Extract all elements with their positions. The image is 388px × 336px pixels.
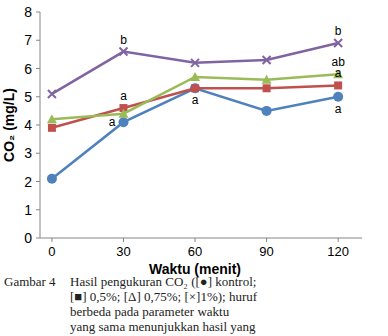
x-tick-label: 60 (188, 244, 202, 259)
x-tick-label: 30 (116, 244, 130, 259)
x-tick (123, 238, 124, 242)
y-tick-label: 4 (24, 117, 32, 133)
chart: 0123456780306090120Waktu (menit)CO₂ (mg/… (0, 0, 388, 336)
marker (191, 84, 199, 92)
annotation: b (335, 24, 342, 38)
x-tick (338, 238, 339, 242)
series-line (52, 88, 338, 178)
marker (47, 114, 57, 123)
annotation: a (120, 89, 127, 103)
marker (190, 72, 200, 81)
y-tick-label: 5 (24, 89, 32, 105)
y-tick-label: 8 (24, 4, 32, 20)
caption-label: Gambar 4 (4, 274, 56, 289)
series-line (52, 43, 338, 94)
y-tick-label: 2 (24, 174, 32, 190)
plot-data (47, 39, 343, 184)
x-tick (195, 238, 196, 242)
x-tick-label: 0 (48, 244, 55, 259)
y-tick-label: 3 (24, 145, 32, 161)
x-tick-label: 120 (327, 244, 349, 259)
y-tick-label: 1 (24, 202, 32, 218)
y-tick-label: 6 (24, 61, 32, 77)
caption-line: [■] 0,5%; [Δ] 0,75%; [×]1%); huruf (70, 289, 258, 304)
caption-line: Hasil pengukuran CO₂ ([●] kontrol; (70, 274, 256, 289)
y-tick (36, 209, 40, 210)
y-tick (36, 125, 40, 126)
annotation: a (335, 66, 342, 80)
marker (119, 48, 127, 56)
marker (47, 174, 57, 184)
y-axis-label: CO₂ (mg/L) (1, 88, 17, 162)
marker (333, 92, 343, 102)
y-tick (36, 96, 40, 97)
y-tick (36, 68, 40, 69)
y-tick (36, 181, 40, 182)
annotation: b (120, 33, 127, 47)
annotation: a (192, 93, 199, 107)
marker (334, 81, 342, 89)
y-tick-label: 7 (24, 32, 32, 48)
y-tick (36, 153, 40, 154)
y-tick (36, 238, 40, 239)
marker (48, 90, 56, 98)
y-tick-label: 0 (24, 230, 32, 246)
caption-line: berbeda pada parameter waktu (70, 304, 230, 319)
x-tick (266, 238, 267, 242)
x-tick-label: 90 (259, 244, 273, 259)
y-tick (36, 40, 40, 41)
marker (48, 124, 56, 132)
marker (191, 59, 199, 67)
x-axis (40, 238, 362, 239)
marker (118, 109, 128, 118)
marker (263, 56, 271, 64)
caption-line: yang sama menunjukkan hasil yang (70, 319, 256, 334)
annotation: a (109, 115, 116, 129)
marker (262, 106, 272, 116)
marker (118, 117, 128, 127)
marker (190, 83, 200, 93)
marker (262, 75, 272, 84)
marker (263, 84, 271, 92)
marker (334, 39, 342, 47)
y-tick (36, 12, 40, 13)
annotation: a (335, 102, 342, 116)
x-tick (51, 238, 52, 242)
